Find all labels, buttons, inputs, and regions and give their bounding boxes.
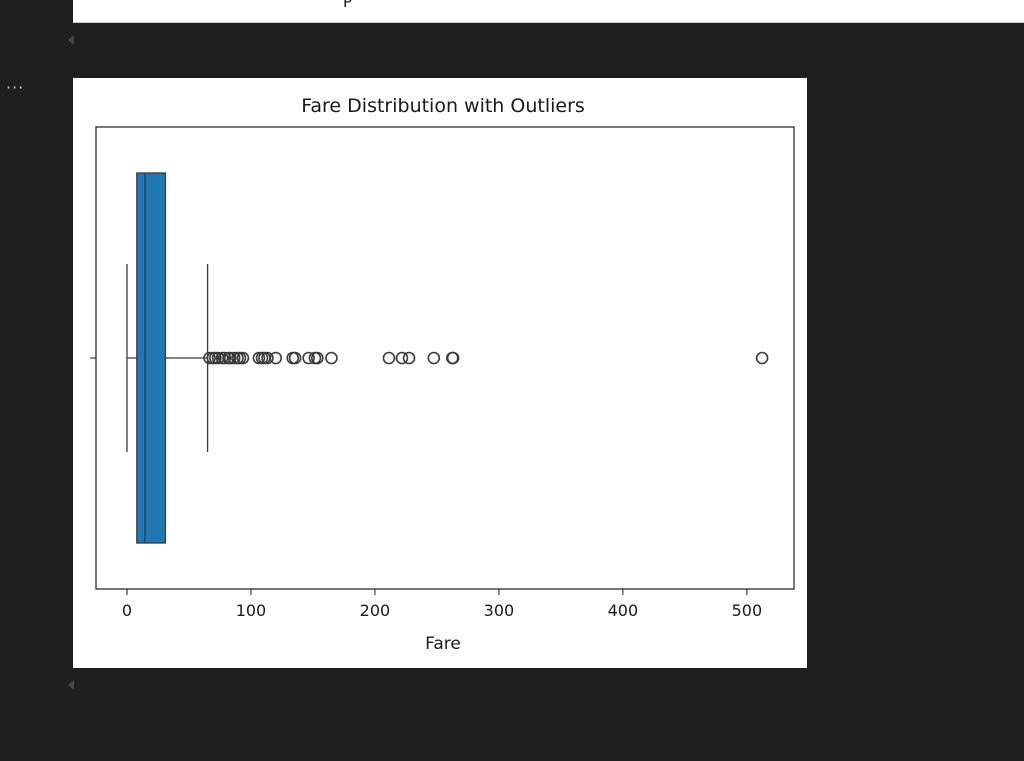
x-axis-label: Fare	[425, 634, 461, 654]
x-tick-label: 100	[236, 601, 267, 620]
outlier-point	[218, 351, 232, 365]
outlier-point	[227, 351, 241, 365]
outlier-point	[311, 351, 324, 365]
outlier-point	[252, 351, 266, 365]
outlier-point	[402, 351, 416, 365]
chart-title: Fare Distribution with Outliers	[301, 95, 585, 117]
outlier-point	[223, 351, 237, 365]
outlier-point	[382, 351, 396, 365]
outlier-point	[269, 351, 283, 365]
outlier-point	[755, 351, 769, 365]
scroll-left-arrow-icon[interactable]	[68, 35, 74, 45]
outlier-point	[203, 351, 216, 365]
x-tick-label: 300	[484, 601, 515, 620]
iqr-box	[136, 172, 167, 544]
outlier-point	[325, 351, 338, 365]
fare-boxplot-chart: Fare Distribution with Outliers 0 100 200 3…	[90, 95, 795, 654]
outlier-point	[288, 351, 302, 365]
x-tick-label: 500	[732, 601, 763, 620]
outlier-point	[236, 351, 250, 365]
outlier-point	[395, 351, 409, 365]
x-tick-label: 400	[608, 601, 639, 620]
more-actions-button[interactable]: ···	[6, 78, 25, 97]
previous-output-cut-label: P	[343, 0, 353, 11]
chart-output-cell: Fare Distribution with Outliers 0 100 200 3…	[73, 78, 807, 668]
scroll-left-arrow-icon[interactable]	[68, 680, 74, 690]
x-tick-label: 200	[360, 601, 391, 620]
outlier-point	[446, 351, 460, 365]
outlier-point	[427, 351, 441, 365]
outlier-point	[261, 351, 274, 365]
x-tick-label: 0	[122, 601, 132, 620]
previous-output-cell: P	[73, 0, 1024, 23]
outlier-point	[302, 351, 315, 365]
